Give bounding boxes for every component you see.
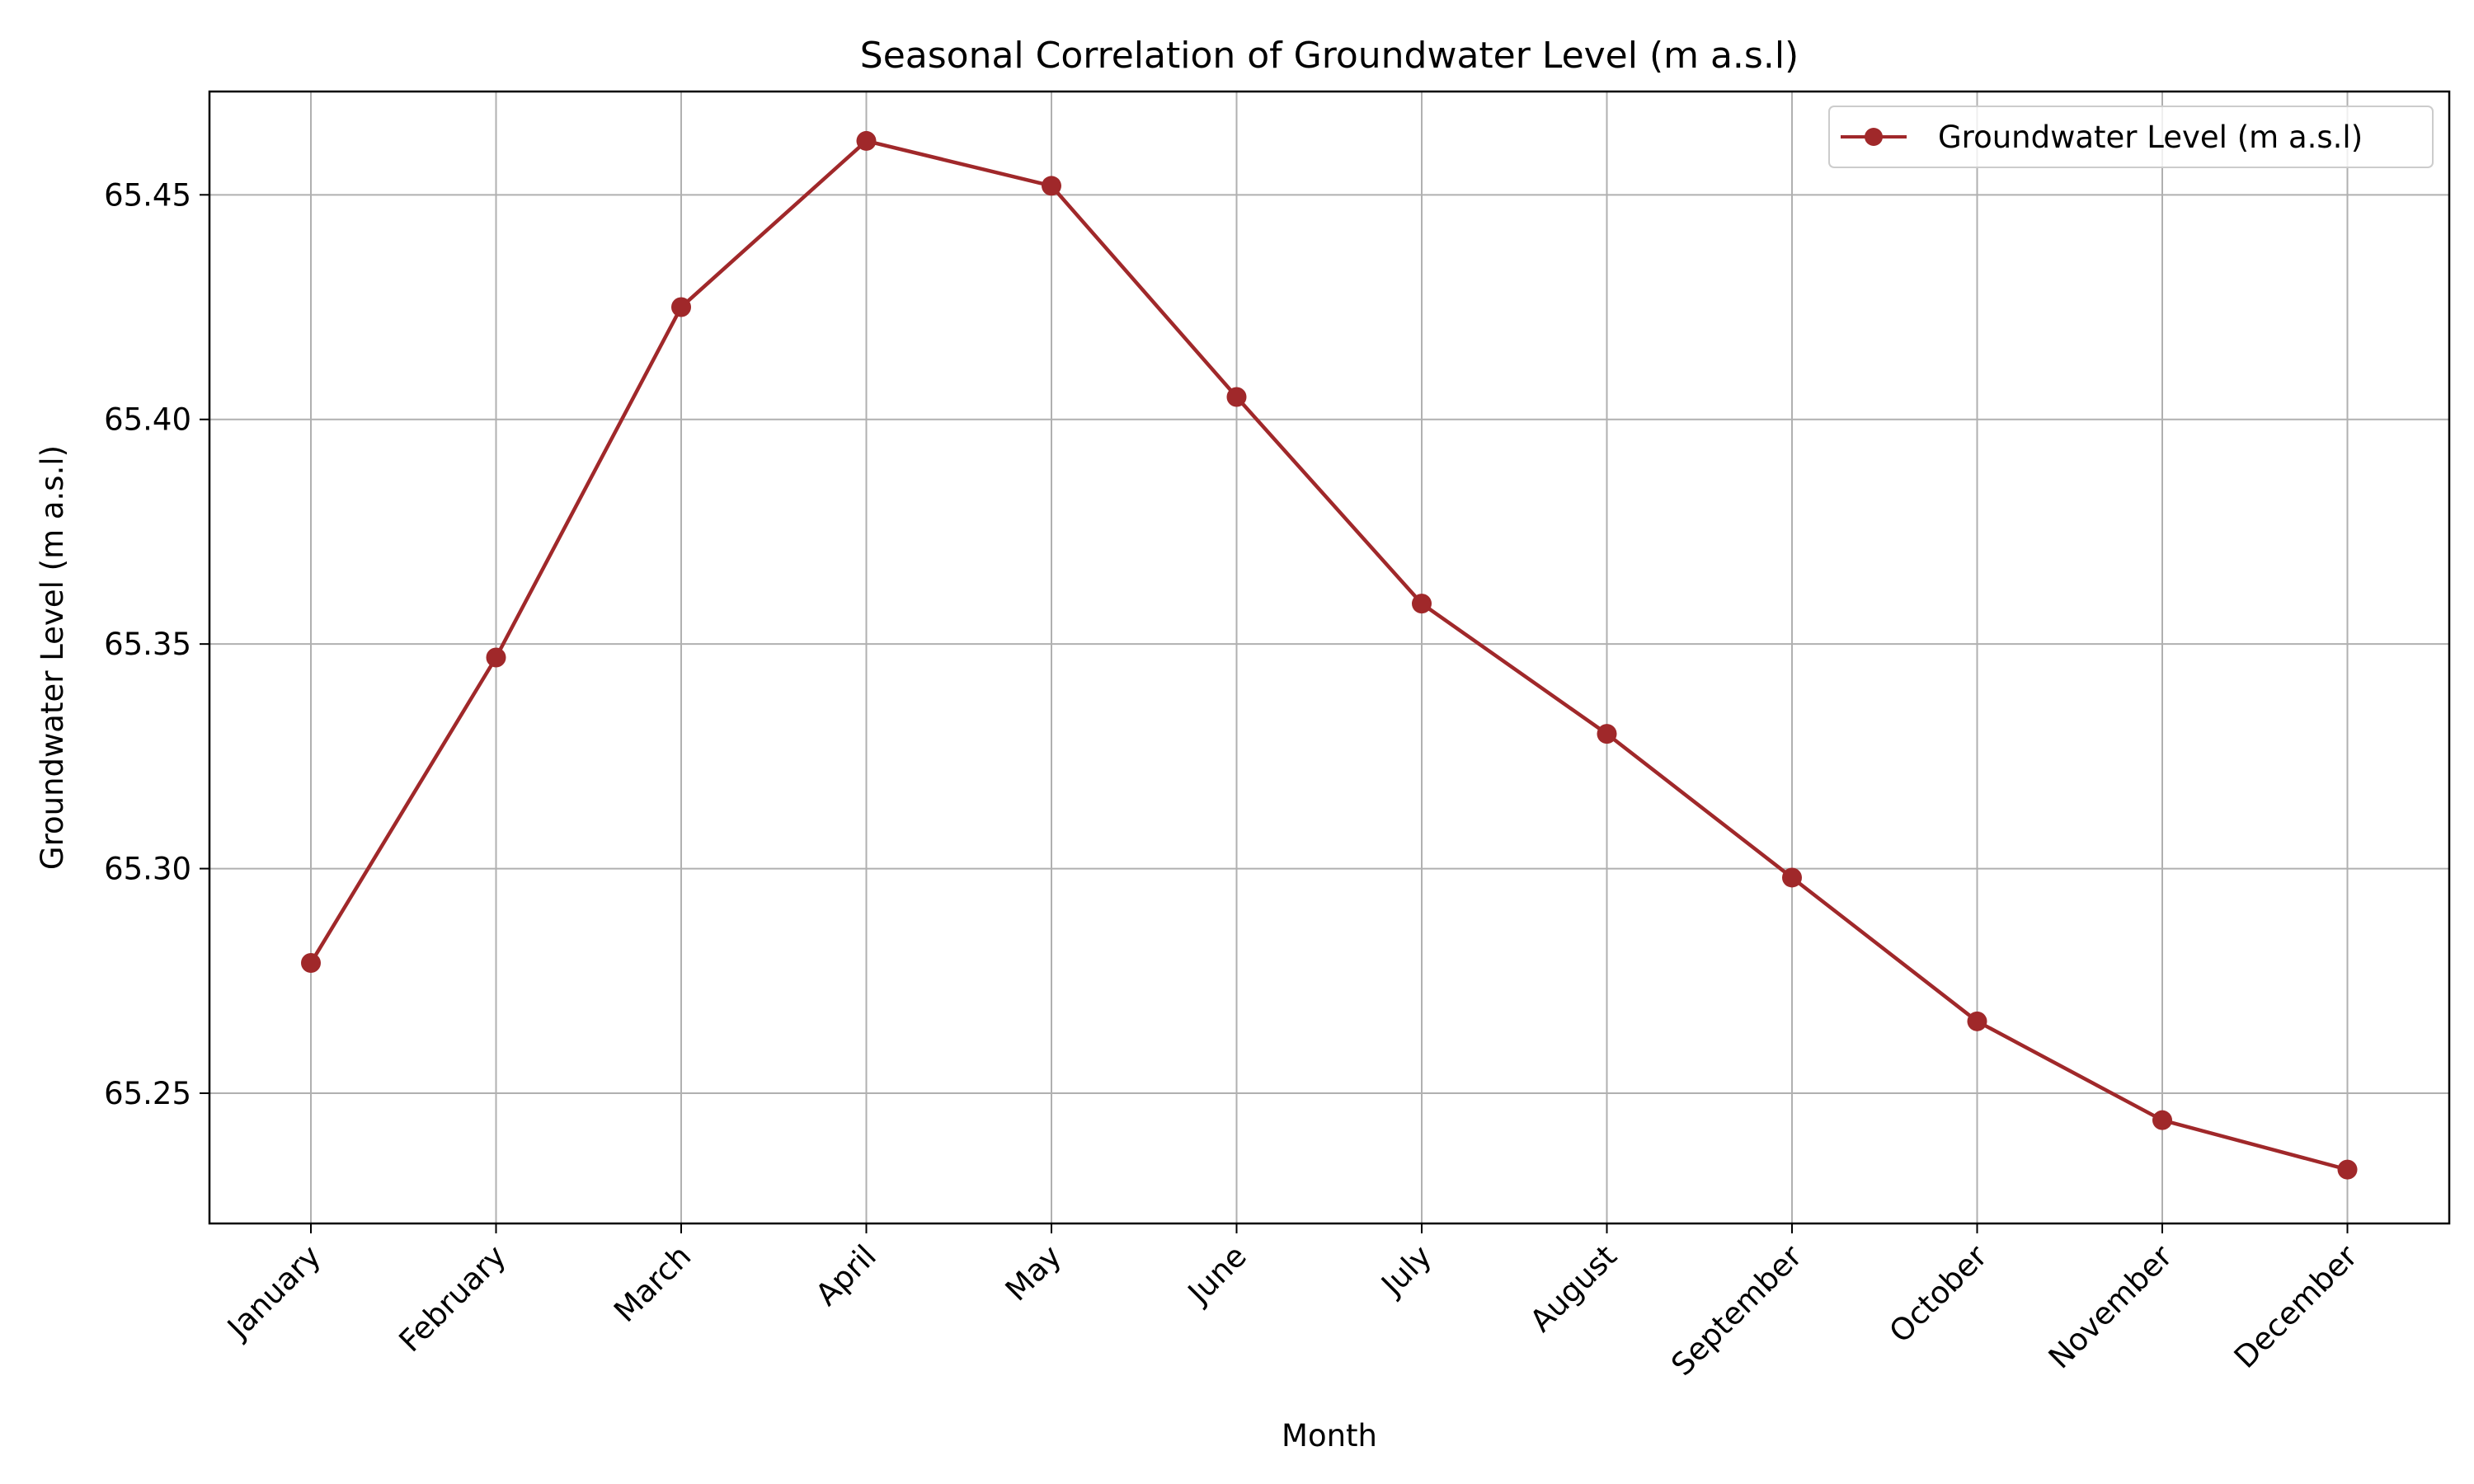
chart-title: Seasonal Correlation of Groundwater Leve… bbox=[860, 35, 1799, 77]
y-tick-label: 65.40 bbox=[104, 402, 191, 438]
data-point bbox=[2337, 1159, 2358, 1180]
series-layer bbox=[301, 130, 2358, 1180]
data-point bbox=[486, 647, 506, 668]
series-line bbox=[309, 139, 2349, 1172]
y-tick-label: 65.30 bbox=[104, 852, 191, 887]
data-point bbox=[1597, 724, 1617, 744]
data-point bbox=[1042, 176, 1061, 196]
data-point bbox=[1782, 867, 1802, 888]
legend-marker bbox=[1865, 128, 1883, 146]
y-tick-label: 65.25 bbox=[104, 1076, 191, 1111]
grid-lines bbox=[209, 92, 2449, 1223]
y-axis-title: Groundwater Level (m a.s.l) bbox=[35, 445, 70, 870]
plot-frame bbox=[208, 90, 2451, 1225]
data-point bbox=[2152, 1110, 2172, 1130]
data-point bbox=[301, 952, 321, 973]
x-axis-title: Month bbox=[1282, 1418, 1377, 1453]
legend-label: Groundwater Level (m a.s.l) bbox=[1938, 120, 2363, 155]
y-tick-label: 65.35 bbox=[104, 627, 191, 662]
data-point bbox=[1412, 594, 1432, 614]
data-point bbox=[1226, 387, 1247, 407]
data-point bbox=[1967, 1011, 1987, 1031]
legend-box bbox=[1828, 106, 2434, 168]
data-point bbox=[671, 297, 691, 317]
data-point bbox=[856, 130, 877, 151]
y-tick-label: 65.45 bbox=[104, 177, 191, 213]
legend: Groundwater Level (m a.s.l) bbox=[1828, 106, 2434, 168]
